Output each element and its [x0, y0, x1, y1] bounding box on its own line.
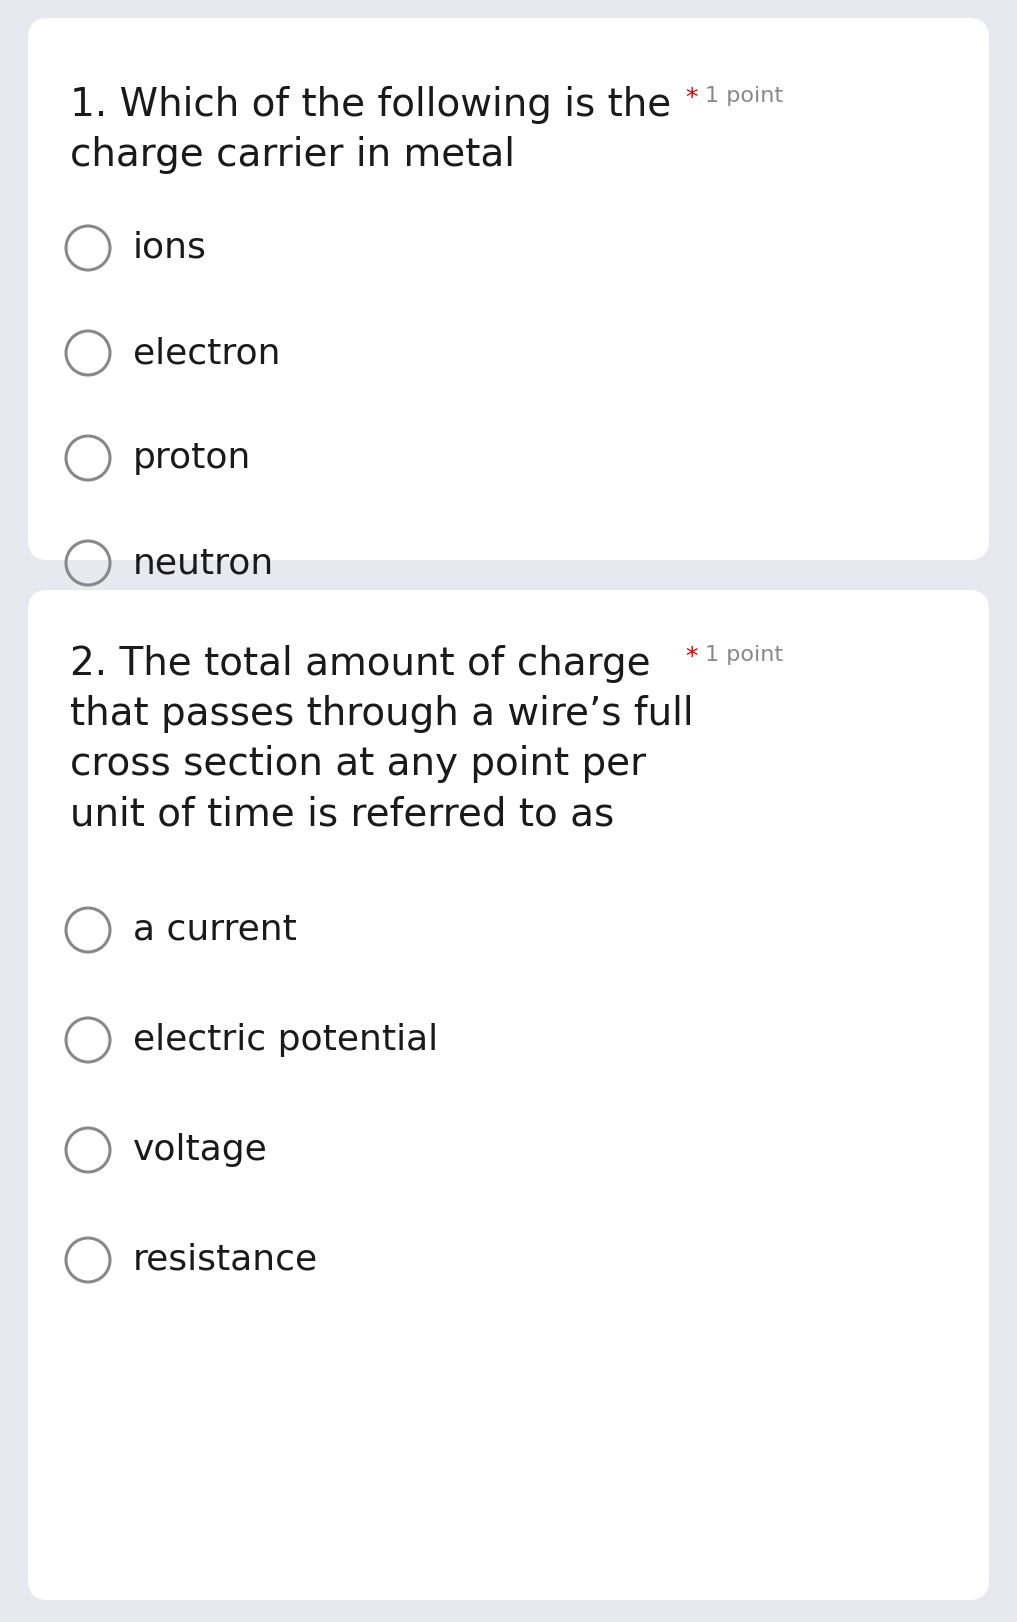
FancyBboxPatch shape [28, 590, 989, 1599]
Text: electric potential: electric potential [133, 1023, 438, 1058]
Text: voltage: voltage [133, 1134, 267, 1166]
Text: unit of time is referred to as: unit of time is referred to as [70, 795, 614, 834]
Text: 1 point: 1 point [705, 86, 783, 105]
Text: 1 point: 1 point [705, 646, 783, 665]
Text: *: * [685, 646, 698, 668]
Text: electron: electron [133, 336, 281, 370]
Text: 1. Which of the following is the: 1. Which of the following is the [70, 86, 671, 123]
Text: *: * [685, 86, 698, 110]
Text: charge carrier in metal: charge carrier in metal [70, 136, 515, 174]
Text: 2. The total amount of charge: 2. The total amount of charge [70, 646, 651, 683]
FancyBboxPatch shape [28, 18, 989, 560]
Text: that passes through a wire’s full: that passes through a wire’s full [70, 694, 694, 733]
Text: proton: proton [133, 441, 251, 475]
Text: ions: ions [133, 230, 206, 264]
Text: a current: a current [133, 913, 297, 947]
Text: resistance: resistance [133, 1242, 318, 1277]
Text: neutron: neutron [133, 547, 275, 581]
Text: cross section at any point per: cross section at any point per [70, 744, 646, 783]
